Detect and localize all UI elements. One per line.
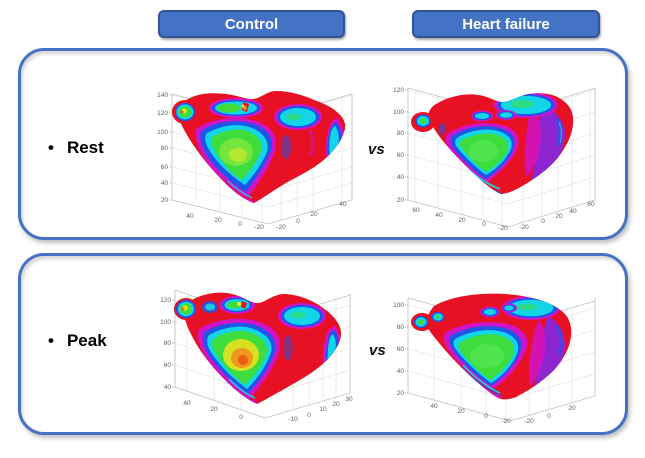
peak-label-text: Peak xyxy=(66,331,107,350)
chart-rest-heart-failure: 120 100 80 60 40 20 60 40 20 0 -20 -20 0… xyxy=(393,87,596,232)
surface-blob-rest-control xyxy=(172,91,346,203)
y-tick: 20 xyxy=(310,211,318,218)
z-tick: 20 xyxy=(161,197,169,204)
y-tick: 20 xyxy=(555,213,563,220)
x-tick: 40 xyxy=(435,212,443,219)
peak-vs-label: vs xyxy=(369,342,386,359)
y-tick: 0 xyxy=(296,218,300,225)
x-tick: 20 xyxy=(458,217,466,224)
x-tick: 60 xyxy=(412,207,420,214)
z-tick: 60 xyxy=(397,346,405,353)
y-tick: 0 xyxy=(307,412,311,419)
x-tick: 40 xyxy=(186,213,194,220)
y-tick: -10 xyxy=(288,416,298,423)
y-tick: 20 xyxy=(332,401,340,408)
x-tick: -20 xyxy=(498,225,508,232)
surface-blob-peak-control xyxy=(174,292,342,404)
rest-row-label: • Rest xyxy=(48,138,104,158)
z-tick: 80 xyxy=(397,324,405,331)
x-tick: 0 xyxy=(239,414,243,421)
x-tick: 20 xyxy=(210,406,218,413)
z-tick: 20 xyxy=(397,197,405,204)
x-tick: 40 xyxy=(430,403,438,410)
z-tick: 40 xyxy=(397,174,405,181)
z-tick: 60 xyxy=(397,152,405,159)
z-tick: 100 xyxy=(393,302,404,309)
rest-bullet: • xyxy=(48,138,54,157)
y-tick: 0 xyxy=(541,218,545,225)
surface-blob-peak-hf xyxy=(411,293,572,400)
x-tick: 20 xyxy=(457,408,465,415)
chart-rest-control: 140 120 100 80 60 40 20 40 20 0 -20 -20 … xyxy=(157,91,353,231)
z-tick: 60 xyxy=(161,164,169,171)
y-tick: 40 xyxy=(339,201,347,208)
tick-labels-peak-hf: 100 80 60 40 20 40 20 0 -20 -20 0 20 xyxy=(393,302,576,425)
rest-label-text: Rest xyxy=(66,138,104,157)
peak-row-label: • Peak xyxy=(48,331,107,351)
x-tick: 0 xyxy=(484,413,488,420)
y-tick: -20 xyxy=(276,224,286,231)
z-tick: 100 xyxy=(157,129,168,136)
heart-failure-header-button: Heart failure xyxy=(412,10,600,38)
z-tick: 60 xyxy=(164,362,172,369)
z-tick: 20 xyxy=(397,390,405,397)
y-tick: 20 xyxy=(568,405,576,412)
y-tick: 60 xyxy=(587,201,595,208)
tick-labels-peak-control: 120 100 80 60 40 40 20 0 -10 0 10 20 30 xyxy=(160,297,353,423)
chart-peak-control: 120 100 80 60 40 40 20 0 -10 0 10 20 30 xyxy=(160,289,353,423)
z-tick: 80 xyxy=(161,145,169,152)
control-header-button: Control xyxy=(158,10,345,38)
z-tick: 140 xyxy=(157,92,168,99)
peak-bullet: • xyxy=(48,331,54,350)
y-tick: -20 xyxy=(519,224,529,231)
z-tick: 120 xyxy=(157,110,168,117)
z-tick: 40 xyxy=(161,180,169,187)
x-tick: 0 xyxy=(238,221,242,228)
y-tick: 40 xyxy=(569,208,577,215)
z-tick: 100 xyxy=(393,109,404,116)
y-tick: -20 xyxy=(524,418,534,425)
z-tick: 40 xyxy=(164,384,172,391)
z-tick: 80 xyxy=(164,340,172,347)
surface-blob-rest-hf xyxy=(411,93,574,194)
rest-vs-label: vs xyxy=(368,141,385,158)
x-tick: 40 xyxy=(183,400,191,407)
z-tick: 80 xyxy=(397,130,405,137)
chart-peak-heart-failure: 100 80 60 40 20 40 20 0 -20 -20 0 20 xyxy=(393,293,596,425)
x-tick: 0 xyxy=(482,221,486,228)
y-tick: 10 xyxy=(319,406,327,413)
z-tick: 40 xyxy=(397,368,405,375)
x-tick: -20 xyxy=(254,224,264,231)
tick-labels-rest-control: 140 120 100 80 60 40 20 40 20 0 -20 -20 … xyxy=(157,92,347,231)
z-tick: 100 xyxy=(160,319,171,326)
z-tick: 120 xyxy=(393,87,404,94)
y-tick: 0 xyxy=(547,413,551,420)
y-tick: 30 xyxy=(345,396,353,403)
x-tick: 20 xyxy=(214,217,222,224)
tick-labels-rest-hf: 120 100 80 60 40 20 60 40 20 0 -20 -20 0… xyxy=(393,87,595,232)
z-tick: 120 xyxy=(160,297,171,304)
x-tick: -20 xyxy=(501,418,511,425)
